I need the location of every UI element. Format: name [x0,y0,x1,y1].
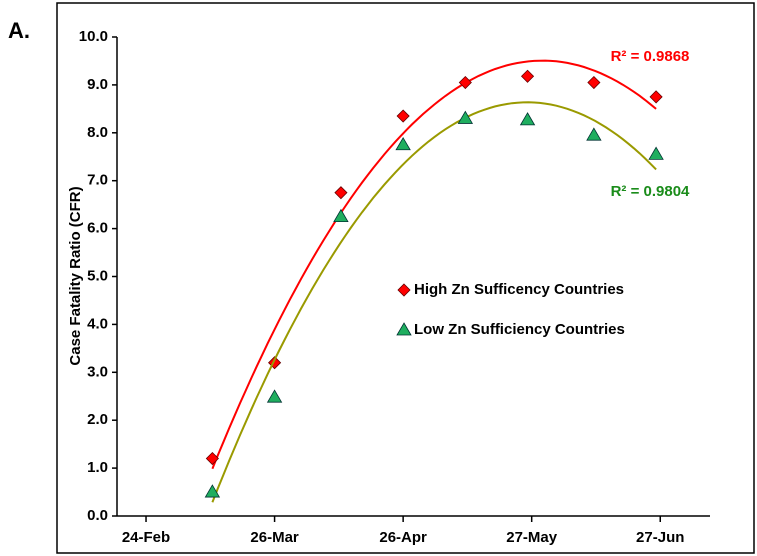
y-tick-label: 9.0 [87,76,108,93]
x-tick-label: 27-May [506,529,558,546]
x-tick-label: 27-Jun [636,529,684,546]
data-point [266,389,283,403]
data-point [520,69,535,83]
y-tick-label: 7.0 [87,172,108,189]
y-tick-label: 3.0 [87,363,108,380]
trendline [211,59,657,470]
data-point [586,127,602,141]
r-squared-label: R² = 0.9804 [611,183,690,200]
panel-label: A. [8,18,30,43]
data-point [457,110,474,124]
data-point [648,146,664,160]
y-axis-label: Case Fatality Ratio (CFR) [67,186,84,365]
x-tick-label: 24-Feb [122,529,170,546]
chart-frame [56,2,755,554]
legend-label: Low Zn Sufficiency Countries [414,321,625,338]
x-tick-label: 26-Apr [379,529,427,546]
x-tick-label: 26-Mar [250,529,299,546]
y-tick-label: 4.0 [87,315,108,332]
legend-label: High Zn Sufficency Countries [414,281,624,298]
y-tick-label: 10.0 [79,28,108,45]
data-point [334,186,348,200]
data-point [396,109,410,123]
data-point [649,90,663,104]
y-tick-label: 8.0 [87,124,108,141]
y-tick-label: 1.0 [87,459,108,476]
data-point [205,451,219,466]
y-tick-label: 5.0 [87,267,108,284]
legend-marker [396,322,412,336]
data-point [395,136,411,151]
r-squared-label: R² = 0.9868 [611,48,690,65]
data-point [204,484,221,498]
y-tick-label: 2.0 [87,411,108,428]
data-point [458,75,472,90]
trendline [211,101,657,503]
data-point [333,208,349,223]
y-tick-label: 6.0 [87,220,108,237]
legend-marker [397,283,411,297]
data-point [587,75,601,90]
y-tick-label: 0.0 [87,507,108,524]
data-point [519,112,536,126]
